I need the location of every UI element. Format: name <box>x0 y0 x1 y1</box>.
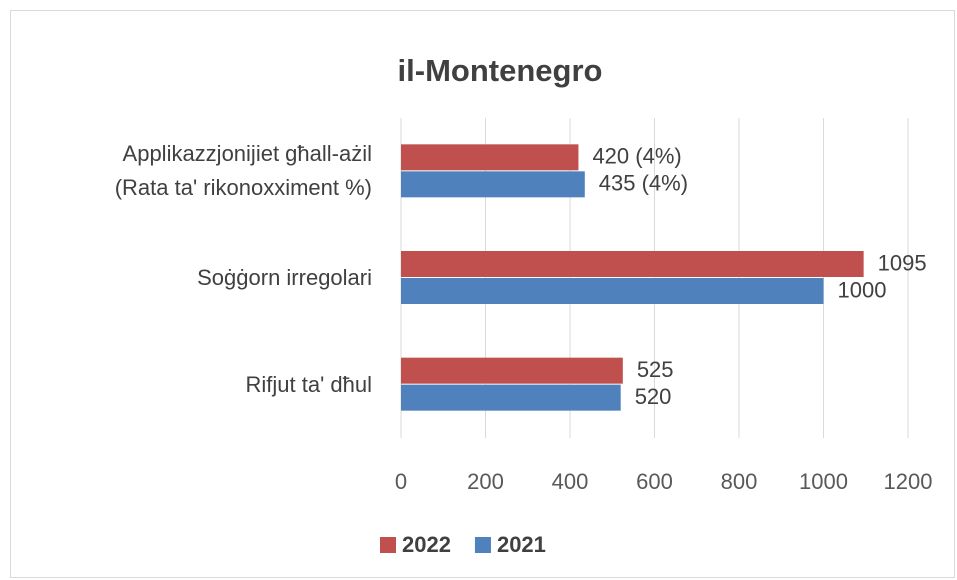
chart-title: il-Montenegro <box>398 53 603 88</box>
bar <box>401 357 623 384</box>
legend-swatch <box>474 537 491 553</box>
legend-swatch <box>380 537 396 553</box>
data-label: 435 (4%) <box>599 171 688 196</box>
x-tick-label: 1200 <box>884 469 933 494</box>
bar <box>401 144 579 171</box>
x-tick-label: 200 <box>467 469 504 494</box>
legend-label: 2022 <box>402 532 451 557</box>
chart-border <box>10 10 955 578</box>
data-label: 1095 <box>878 250 927 275</box>
x-tick-label: 800 <box>721 469 758 494</box>
y-tick-label: Soġġorn irregolari <box>197 265 372 290</box>
bar <box>401 384 621 411</box>
x-tick-label: 0 <box>395 469 407 494</box>
legend-label: 2021 <box>497 532 546 557</box>
data-label: 525 <box>637 357 674 382</box>
data-label: 520 <box>635 384 672 409</box>
data-label: 1000 <box>838 277 887 302</box>
bar <box>401 171 585 198</box>
bar <box>401 251 864 277</box>
bar <box>401 278 824 304</box>
y-tick-label: Applikazzjonijiet għall-ażil (Rata ta' r… <box>114 141 372 201</box>
data-label: 420 (4%) <box>592 144 681 169</box>
x-tick-label: 400 <box>552 469 589 494</box>
x-tick-label: 1000 <box>799 469 848 494</box>
y-tick-label: Rifjut ta' dħul <box>245 371 373 397</box>
x-tick-label: 600 <box>636 469 673 494</box>
